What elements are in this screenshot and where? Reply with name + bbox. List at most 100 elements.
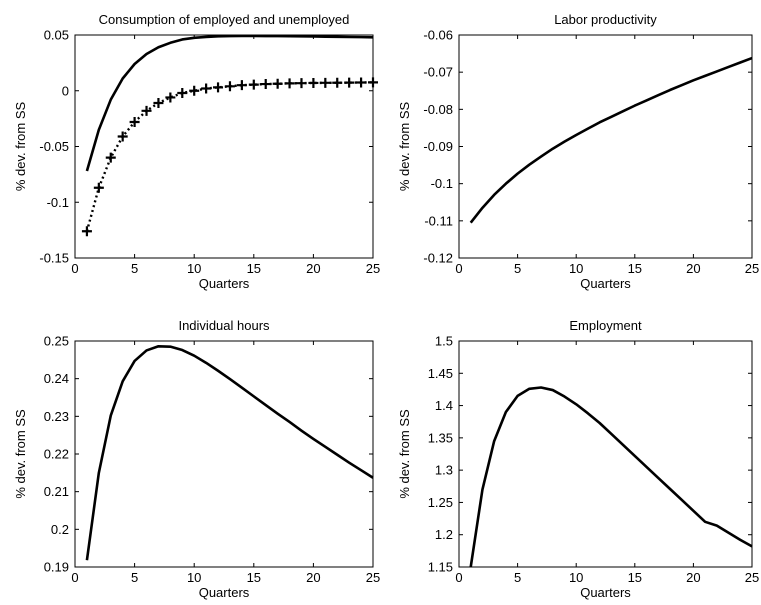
plus-marker [189,85,200,96]
x-tick-label: 15 [628,261,642,276]
chart-title: Labor productivity [554,12,657,27]
x-axis-label: Quarters [199,585,250,600]
subplot-2: 0 5 10 15 20 25 -0.12 -0.11 -0.1 -0.09 -0.08 -0.07 -… [397,12,759,291]
y-axis-label: % dev. from SS [397,101,412,191]
x-tick-label: 20 [686,261,700,276]
y-tick-label: 0.25 [44,334,69,349]
plus-marker [332,77,343,88]
plus-marker [141,105,152,116]
subplot-4: 0 5 10 15 20 25 1.15 1.2 1.25 1.3 1.35 1.4 1.45 1.5 Em… [397,318,759,600]
y-tick-label: 1.25 [428,495,453,510]
plus-marker [320,77,331,88]
plus-marker [236,80,247,91]
plot-frame [74,34,374,259]
y-tick-label: 1.35 [428,430,453,445]
x-tick-label: 20 [306,261,320,276]
series-line-1 [85,34,374,172]
x-tick-label: 5 [514,261,521,276]
x-axis-label: Quarters [199,276,250,291]
y-tick-label: -0.11 [424,213,453,228]
y-tick-label: 0.21 [44,484,69,499]
x-tick-label: 5 [514,570,521,585]
x-tick-label: 15 [628,570,642,585]
y-tick-label: -0.15 [39,251,69,266]
plus-marker [165,92,176,103]
plus-marker [344,77,355,88]
x-tick-label: 10 [187,570,201,585]
x-tick-label: 20 [686,570,700,585]
plus-marker [213,82,224,93]
y-tick-label: 0.23 [44,409,69,424]
plus-marker [356,77,367,88]
plot-frame [458,340,753,568]
plus-marker [105,152,116,163]
y-tick-label: -0.08 [423,102,453,117]
series-line-2 [85,81,374,232]
y-tick-label: 1.2 [435,527,453,542]
y-tick-label: 1.5 [435,334,453,349]
x-tick-label: 10 [187,261,201,276]
plus-marker [224,81,235,92]
y-tick-label: 1.3 [435,463,453,478]
y-axis-label: % dev. from SS [13,409,28,499]
y-tick-label: -0.07 [423,65,453,80]
y-tick-label: 0.22 [44,447,69,462]
series-line-1 [469,386,753,568]
plus-marker [284,78,295,89]
y-tick-label: 0.2 [51,522,69,537]
x-tick-label: 10 [569,261,583,276]
plus-marker [296,78,307,89]
plus-marker [81,226,92,237]
x-tick-label: 25 [366,570,380,585]
x-tick-label: 0 [455,570,462,585]
subplot-1: 0 5 10 15 20 25 -0.15 -0.1 -0.05 0 0.05 Consumption… [13,12,380,291]
plus-marker [117,131,128,142]
y-tick-label: -0.1 [47,195,69,210]
y-tick-label: -0.09 [423,139,453,154]
x-tick-label: 0 [71,261,78,276]
x-tick-label: 0 [71,570,78,585]
x-axis-label: Quarters [580,585,631,600]
y-axis-label: % dev. from SS [397,409,412,499]
series-line-1 [469,56,753,224]
x-tick-label: 25 [366,261,380,276]
plus-marker [248,79,259,90]
x-tick-label: 25 [745,570,759,585]
plus-marker [272,78,283,89]
y-tick-label: 0 [62,83,69,98]
chart-title: Individual hours [178,318,270,333]
plus-marker [260,79,271,90]
chart-title: Employment [569,318,642,333]
plus-marker [368,77,378,88]
x-axis-label: Quarters [580,276,631,291]
x-tick-label: 15 [247,261,261,276]
plus-marker [129,116,140,127]
plus-marker [308,77,319,88]
y-tick-label: -0.12 [423,251,453,266]
plus-marker [177,87,188,98]
y-tick-label: -0.06 [423,28,453,43]
y-tick-label: 1.15 [428,560,453,575]
x-tick-label: 5 [131,261,138,276]
subplot-3: 0 5 10 15 20 25 0.19 0.2 0.21 0.22 0.23 0.24 0.25 Ind… [13,318,380,600]
y-tick-label: -0.05 [39,139,69,154]
plus-marker [153,98,164,109]
plus-marker [201,83,212,94]
x-tick-label: 15 [247,570,261,585]
chart-title: Consumption of employed and unemployed [99,12,350,27]
plus-marker [93,182,104,193]
y-tick-label: 1.45 [428,366,453,381]
y-tick-label: -0.1 [431,176,453,191]
x-tick-label: 20 [306,570,320,585]
y-axis-label: % dev. from SS [13,101,28,191]
y-tick-label: 0.19 [44,560,69,575]
x-tick-label: 10 [569,570,583,585]
x-tick-label: 5 [131,570,138,585]
x-tick-label: 25 [745,261,759,276]
y-tick-label: 0.05 [44,28,69,43]
plot-frame [458,34,753,259]
series-line-1 [85,344,374,561]
x-tick-label: 0 [455,261,462,276]
y-tick-label: 0.24 [44,371,69,386]
